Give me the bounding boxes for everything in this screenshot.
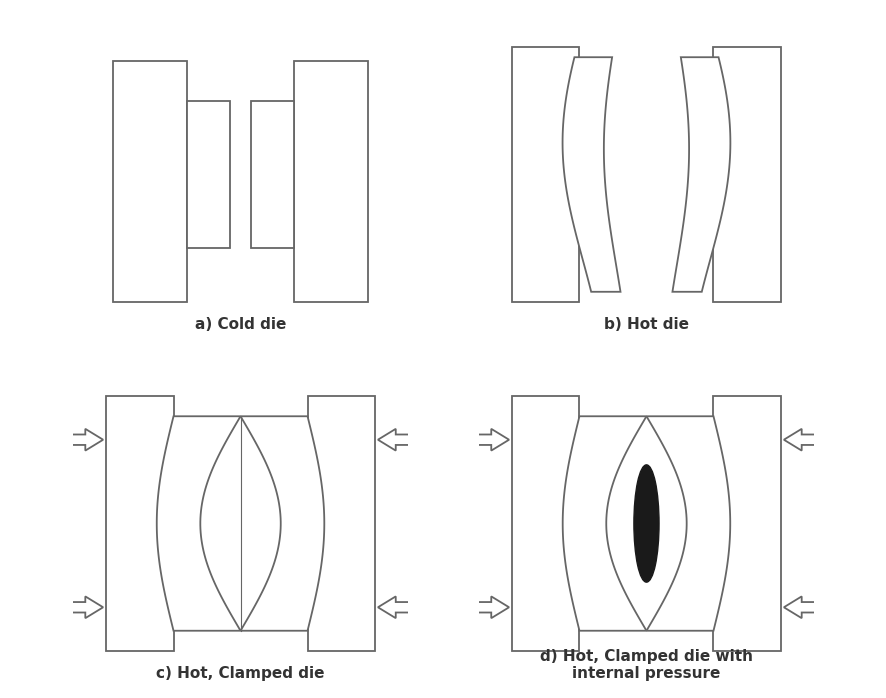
Polygon shape [240, 416, 324, 631]
Polygon shape [56, 596, 103, 618]
Polygon shape [562, 416, 646, 631]
Bar [294, 61, 368, 302]
Text: c) Hot, Clamped die: c) Hot, Clamped die [156, 666, 324, 681]
Polygon shape [672, 57, 729, 292]
Bar [251, 101, 294, 248]
Bar [187, 101, 230, 248]
Polygon shape [377, 596, 424, 618]
Bar [712, 47, 780, 302]
Text: b) Hot die: b) Hot die [603, 317, 688, 332]
Bar [307, 396, 374, 651]
Polygon shape [462, 429, 509, 451]
Bar [113, 61, 187, 302]
Ellipse shape [633, 465, 658, 582]
Polygon shape [646, 416, 729, 631]
Polygon shape [377, 429, 424, 451]
Text: d) Hot, Clamped die with
internal pressure: d) Hot, Clamped die with internal pressu… [540, 648, 752, 681]
Polygon shape [462, 596, 509, 618]
Polygon shape [783, 596, 830, 618]
Polygon shape [157, 416, 240, 631]
Bar [512, 396, 579, 651]
Polygon shape [783, 429, 830, 451]
Text: a) Cold die: a) Cold die [195, 317, 286, 332]
Polygon shape [562, 57, 620, 292]
Polygon shape [56, 429, 103, 451]
Bar [512, 47, 579, 302]
Bar [712, 396, 780, 651]
Bar [106, 396, 174, 651]
